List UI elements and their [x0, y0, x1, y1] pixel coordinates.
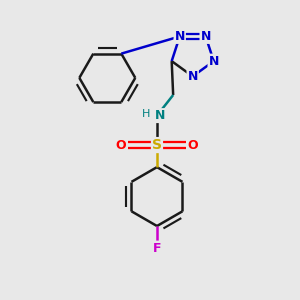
Text: N: N: [155, 109, 165, 122]
Text: N: N: [200, 30, 211, 43]
Text: N: N: [188, 70, 198, 83]
Text: H: H: [142, 109, 150, 119]
Text: N: N: [175, 30, 185, 43]
Text: S: S: [152, 138, 162, 152]
Text: O: O: [116, 139, 126, 152]
Text: N: N: [208, 55, 219, 68]
Text: O: O: [188, 139, 198, 152]
Text: F: F: [153, 242, 161, 255]
